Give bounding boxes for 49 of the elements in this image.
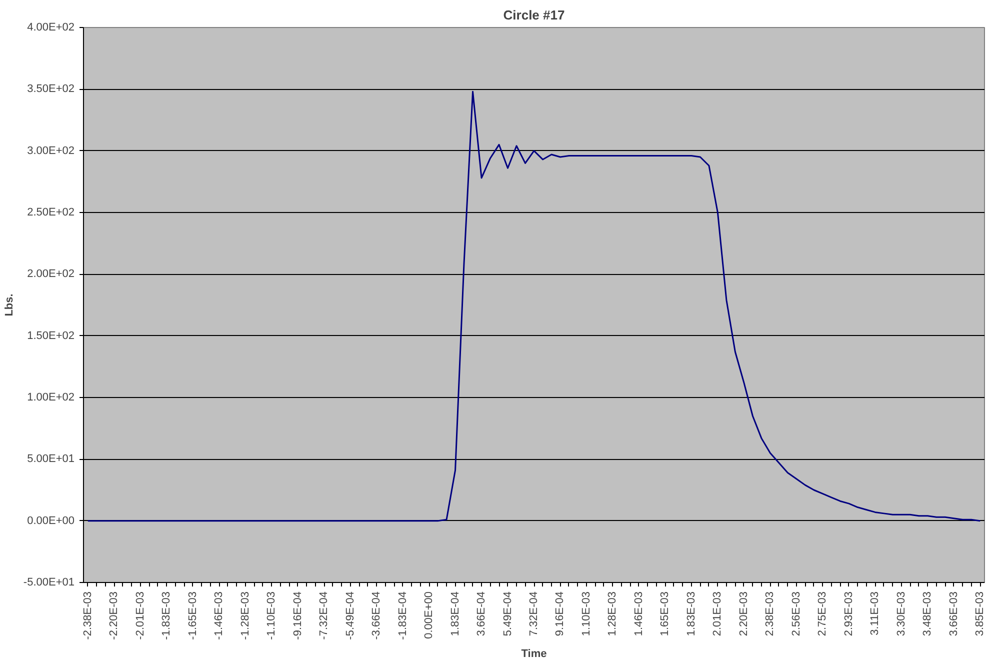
x-tick-label: 1.46E-03	[632, 591, 645, 636]
x-tick-label: -1.28E-03	[239, 591, 252, 640]
x-tick-label: -3.66E-04	[370, 591, 383, 640]
x-tick-label: -1.10E-03	[266, 591, 278, 640]
x-tick-label: 1.65E-03	[659, 591, 672, 636]
x-tick-label: 3.48E-03	[922, 591, 934, 636]
y-tick-label: 2.50E+02	[27, 206, 74, 218]
x-tick-label: 3.30E-03	[895, 591, 908, 636]
x-tick-label: 1.10E-03	[580, 591, 592, 636]
x-tick-label: 1.83E-04	[449, 591, 462, 636]
x-tick-label: 2.20E-03	[738, 591, 750, 636]
x-tick-label: 3.85E-03	[974, 591, 986, 636]
x-tick-label: -1.65E-03	[186, 591, 199, 640]
x-tick-label: -7.32E-04	[318, 591, 330, 640]
y-tick-label: 3.50E+02	[27, 83, 74, 96]
x-tick-label: 9.16E-04	[554, 591, 566, 636]
x-tick-label: -1.46E-03	[213, 591, 226, 640]
y-tick-label: 1.50E+02	[27, 330, 74, 342]
y-tick-label: -5.00E+01	[23, 576, 75, 588]
x-tick-label: 3.66E-03	[948, 591, 960, 636]
x-tick-label: -2.01E-03	[134, 591, 146, 640]
x-tick-label: 7.32E-04	[528, 591, 540, 636]
y-tick-label: 3.00E+02	[27, 144, 74, 157]
y-tick-label: 5.00E+01	[27, 453, 74, 466]
x-tick-label: 0.00E+00	[423, 592, 436, 639]
x-tick-label: -1.83E-04	[396, 591, 409, 640]
y-tick-label: 4.00E+02	[27, 22, 74, 34]
x-tick-label: 2.01E-03	[712, 591, 724, 636]
x-tick-label: 2.93E-03	[842, 591, 855, 636]
x-axis-title: Time	[521, 648, 547, 660]
y-tick-label: 1.00E+02	[27, 392, 74, 404]
x-tick-label: 3.66E-04	[476, 591, 488, 636]
x-tick-label: -2.38E-03	[82, 591, 94, 640]
x-tick-label: -1.83E-03	[160, 591, 173, 640]
y-tick-label: 2.00E+02	[27, 268, 74, 280]
x-tick-label: -9.16E-04	[292, 591, 304, 640]
chart-title: Circle #17	[503, 8, 565, 22]
x-tick-label: -2.20E-03	[108, 591, 120, 640]
x-tick-label: 1.83E-03	[685, 591, 698, 636]
x-tick-label: -5.49E-04	[344, 591, 356, 640]
y-tick-label: 0.00E+00	[27, 514, 74, 527]
line-series	[87, 90, 981, 522]
x-tick-label: 1.28E-03	[606, 591, 619, 636]
x-tick-label: 2.38E-03	[764, 591, 776, 636]
x-tick-label: 2.75E-03	[816, 591, 829, 636]
x-tick-label: 5.49E-04	[502, 591, 514, 636]
x-tick-label: 2.56E-03	[790, 591, 802, 636]
x-tick-label: 3.11E-03	[869, 592, 882, 636]
y-axis-title: Lbs.	[3, 294, 16, 316]
